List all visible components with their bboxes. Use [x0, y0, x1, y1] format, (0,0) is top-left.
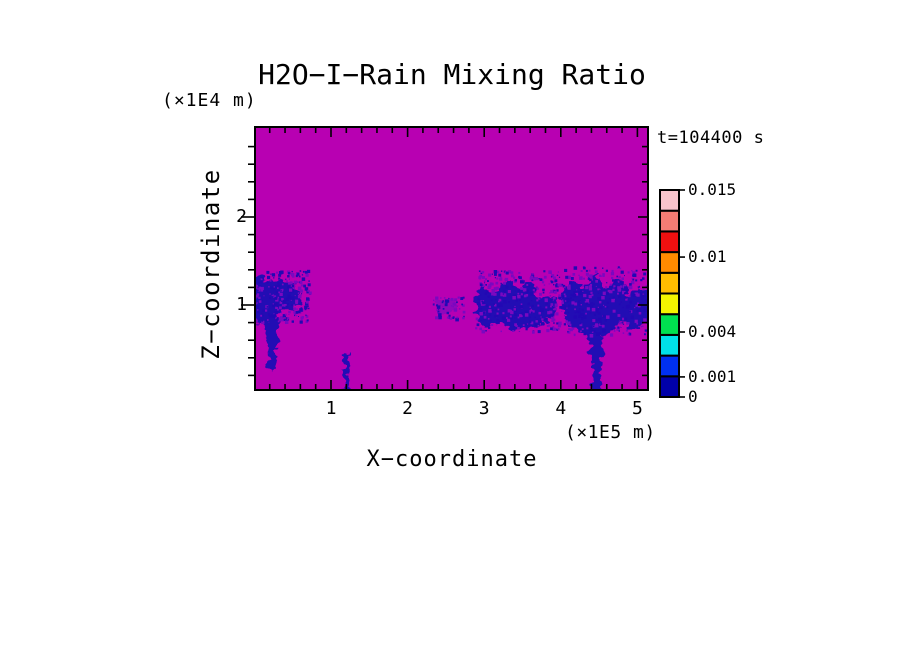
- chart-title: H2O−I−Rain Mixing Ratio: [258, 58, 646, 91]
- colorbar: [659, 189, 685, 398]
- mid-rain-band: [475, 278, 557, 332]
- field: [255, 127, 648, 390]
- x-axis-title: X−coordinate: [366, 447, 538, 472]
- x-axis-unit-label: (×1E5 m): [565, 422, 656, 443]
- plot-border: [254, 126, 649, 391]
- thin-rain-shaft: [343, 352, 350, 390]
- axis-ticks: [241, 128, 647, 389]
- time-annotation: t=104400 s: [657, 128, 765, 148]
- z-axis-unit-label: (×1E4 m): [162, 90, 257, 111]
